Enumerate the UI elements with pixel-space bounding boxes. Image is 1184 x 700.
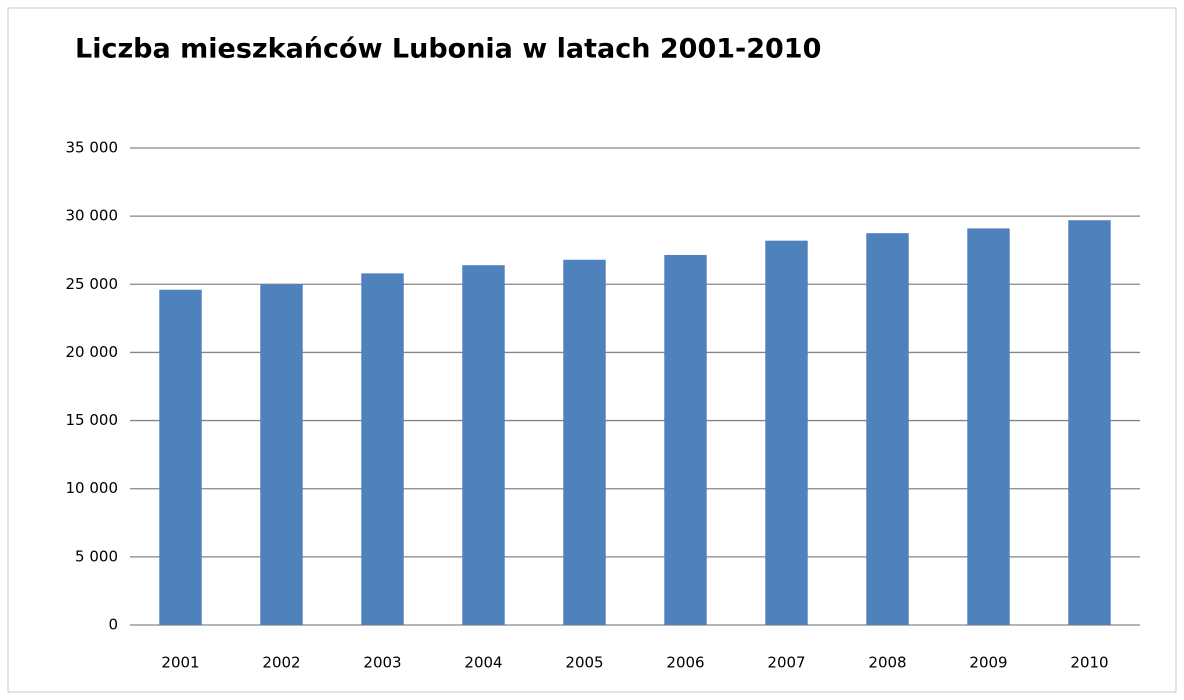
y-tick-label: 10 000: [66, 479, 119, 497]
bar: [1068, 220, 1111, 625]
x-tick-label: 2010: [1070, 654, 1108, 672]
x-tick-label: 2008: [868, 654, 906, 672]
x-tick-label: 2003: [363, 654, 401, 672]
x-tick-label: 2004: [464, 654, 502, 672]
y-tick-label: 15 000: [66, 411, 119, 429]
bar: [260, 284, 303, 625]
bar: [866, 233, 909, 625]
bar: [765, 240, 808, 625]
bar: [361, 273, 404, 625]
bar: [664, 254, 707, 625]
y-tick-label: 5 000: [75, 547, 118, 565]
y-tick-label: 25 000: [66, 275, 119, 293]
y-tick-label: 20 000: [66, 343, 119, 361]
bar: [967, 228, 1010, 625]
x-tick-label: 2005: [565, 654, 603, 672]
x-tick-label: 2007: [767, 654, 805, 672]
x-tick-label: 2009: [969, 654, 1007, 672]
bar: [462, 265, 505, 625]
x-tick-label: 2002: [262, 654, 300, 672]
y-tick-label: 0: [108, 616, 118, 634]
y-tick-label: 35 000: [66, 139, 119, 157]
x-tick-label: 2001: [161, 654, 199, 672]
chart-title: Liczba mieszkańców Lubonia w latach 2001…: [75, 34, 821, 65]
bar: [159, 289, 202, 625]
y-tick-label: 30 000: [66, 207, 119, 225]
x-tick-label: 2006: [666, 654, 704, 672]
bar: [563, 259, 606, 625]
